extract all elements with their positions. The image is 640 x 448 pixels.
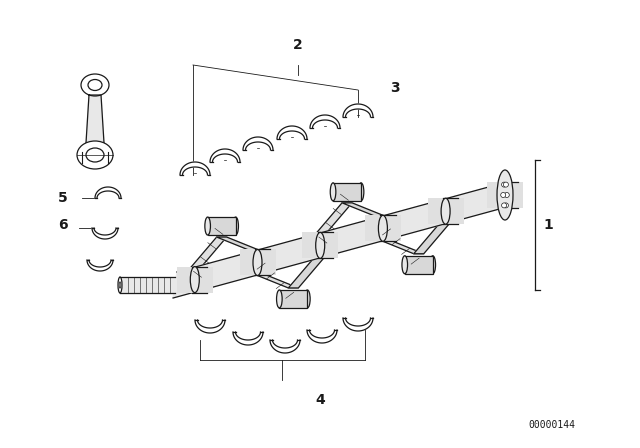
- Polygon shape: [307, 330, 337, 343]
- Polygon shape: [333, 183, 361, 201]
- Polygon shape: [233, 332, 263, 345]
- Ellipse shape: [119, 282, 121, 288]
- Polygon shape: [190, 237, 227, 269]
- Ellipse shape: [500, 182, 509, 208]
- Ellipse shape: [77, 141, 113, 169]
- Polygon shape: [95, 187, 121, 198]
- Ellipse shape: [330, 183, 336, 201]
- Ellipse shape: [497, 170, 513, 220]
- Polygon shape: [253, 273, 298, 288]
- Ellipse shape: [253, 250, 262, 276]
- Ellipse shape: [305, 290, 310, 308]
- Ellipse shape: [441, 198, 450, 224]
- Ellipse shape: [276, 290, 282, 308]
- Polygon shape: [217, 237, 262, 251]
- Polygon shape: [289, 256, 325, 288]
- Text: 2: 2: [293, 38, 303, 52]
- Circle shape: [504, 193, 509, 198]
- Ellipse shape: [378, 215, 387, 241]
- Circle shape: [500, 193, 506, 198]
- Polygon shape: [243, 137, 273, 150]
- Circle shape: [504, 203, 508, 208]
- Polygon shape: [487, 182, 523, 208]
- Polygon shape: [277, 126, 307, 139]
- Polygon shape: [239, 250, 275, 276]
- Polygon shape: [310, 115, 340, 128]
- Text: 5: 5: [58, 191, 68, 205]
- Polygon shape: [195, 320, 225, 333]
- Ellipse shape: [358, 183, 364, 201]
- Text: 00000144: 00000144: [528, 420, 575, 430]
- Polygon shape: [120, 277, 175, 293]
- Polygon shape: [92, 228, 118, 239]
- Ellipse shape: [402, 256, 408, 274]
- Polygon shape: [413, 222, 451, 254]
- Circle shape: [504, 182, 508, 187]
- Polygon shape: [315, 203, 352, 234]
- Polygon shape: [342, 203, 388, 217]
- Polygon shape: [428, 198, 463, 224]
- Ellipse shape: [86, 148, 104, 162]
- Ellipse shape: [316, 233, 324, 258]
- Text: 4: 4: [315, 393, 325, 407]
- Circle shape: [502, 203, 507, 208]
- Circle shape: [502, 182, 507, 187]
- Text: 3: 3: [390, 81, 399, 95]
- Polygon shape: [343, 318, 373, 331]
- Polygon shape: [177, 267, 212, 293]
- Polygon shape: [86, 95, 104, 143]
- Ellipse shape: [88, 79, 102, 90]
- Polygon shape: [207, 217, 236, 235]
- Polygon shape: [365, 215, 401, 241]
- Polygon shape: [343, 104, 373, 117]
- Ellipse shape: [233, 217, 239, 235]
- Text: 6: 6: [58, 218, 68, 232]
- Polygon shape: [210, 149, 240, 162]
- Polygon shape: [302, 233, 338, 258]
- Polygon shape: [270, 340, 300, 353]
- Ellipse shape: [81, 74, 109, 96]
- Text: 1: 1: [543, 218, 553, 232]
- Polygon shape: [180, 162, 210, 175]
- Polygon shape: [87, 260, 113, 271]
- Ellipse shape: [205, 217, 211, 235]
- Ellipse shape: [430, 256, 436, 274]
- Polygon shape: [378, 239, 424, 254]
- Ellipse shape: [190, 267, 199, 293]
- Ellipse shape: [118, 277, 122, 293]
- Polygon shape: [404, 256, 433, 274]
- Polygon shape: [279, 290, 307, 308]
- Polygon shape: [173, 182, 507, 298]
